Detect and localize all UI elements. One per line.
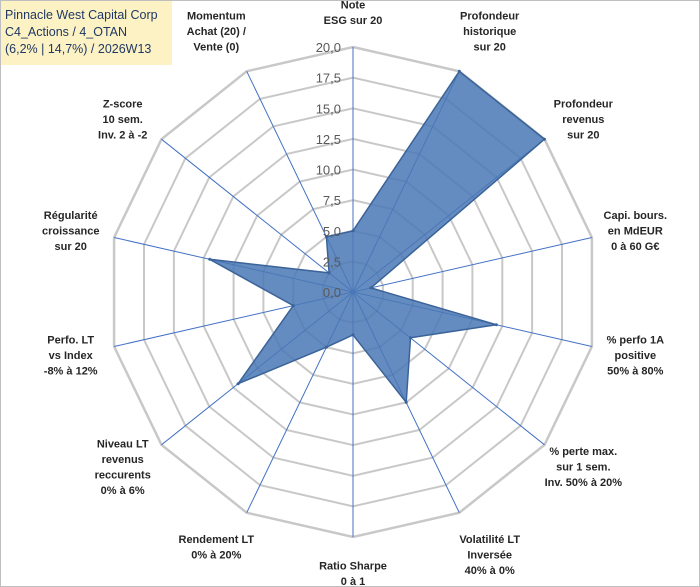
portfolio-label: C4_Actions / 4_OTAN — [5, 25, 128, 39]
category-label-line: Perfo. LT — [47, 334, 94, 346]
tick-label: 15,0 — [316, 101, 341, 116]
category-label-line: ESG sur 20 — [324, 15, 383, 27]
category-label-line: Profondeur — [460, 11, 520, 23]
category-label-line: Niveau LT — [97, 439, 149, 451]
category-label: Niveau LT revenus reccurents 0% à 6% — [95, 439, 151, 498]
performance-period: (6,2% | 14,7%) / 2026W13 — [5, 42, 152, 56]
category-label: Profondeur revenus sur 20 — [554, 98, 614, 141]
category-label: Perfo. LT vs Index -8% à 12% — [44, 334, 98, 377]
category-label: Régularité croissance sur 20 — [42, 210, 99, 253]
category-label-line: % perte max. — [549, 446, 617, 458]
category-label-line: sur 20 — [473, 42, 505, 54]
category-label-line: 0% à 6% — [101, 485, 145, 497]
category-label-line: 50% à 80% — [607, 365, 663, 377]
category-label-line: revenus — [102, 454, 144, 466]
tick-label: 17,5 — [316, 71, 341, 86]
data-point — [324, 345, 328, 349]
category-label-line: Inv. 50% à 20% — [545, 477, 623, 489]
data-point — [369, 286, 373, 290]
data-point — [409, 336, 412, 340]
chart-title-box: Pinnacle West Capital Corp C4_Actions / … — [1, 1, 172, 65]
category-label-line: 0% à 20% — [191, 549, 241, 561]
axis-spoke — [161, 138, 354, 293]
category-label-line: 40% à 0% — [465, 565, 515, 577]
category-label-line: historique — [463, 26, 516, 38]
tick-label: 5,0 — [323, 224, 341, 239]
category-label-line: Rendement LT — [179, 534, 255, 546]
tick-label: 0,0 — [323, 285, 341, 300]
axis-spoke — [352, 237, 593, 293]
category-label-line: Note — [341, 1, 365, 12]
tick-label: 2,5 — [323, 254, 341, 269]
category-label-line: 0 à 60 G€ — [611, 241, 659, 253]
category-label-line: Profondeur — [554, 98, 614, 110]
category-label-line: -8% à 12% — [44, 365, 98, 377]
data-series-area — [209, 70, 546, 405]
category-label-line: revenus — [562, 114, 604, 126]
tick-label: 10,0 — [316, 163, 341, 178]
company-name: Pinnacle West Capital Corp — [5, 8, 158, 22]
category-label-line: Capi. bours. — [604, 210, 668, 222]
data-point — [543, 137, 546, 141]
category-label: Momentum Achat (20) / Vente (0) — [187, 11, 246, 54]
category-label-line: positive — [615, 350, 657, 362]
tick-label: 20,0 — [316, 40, 341, 55]
category-label: Ratio Sharpe 0 à 1 — [319, 561, 387, 587]
tick-label: 7,5 — [323, 193, 341, 208]
category-label-line: Ratio Sharpe — [319, 561, 387, 573]
category-label-line: croissance — [42, 226, 99, 238]
category-label: Volatilité LT Inversée 40% à 0% — [459, 534, 520, 577]
category-label: % perte max. sur 1 sem. Inv. 50% à 20% — [545, 446, 623, 489]
category-label-line: en MdEUR — [608, 226, 663, 238]
category-label-line: % perfo 1A — [607, 334, 665, 346]
data-point — [291, 304, 295, 308]
category-label-line: Z-score — [103, 98, 143, 110]
tick-label: 12,5 — [316, 132, 341, 147]
category-label: Note ESG sur 20 — [324, 1, 383, 27]
data-point — [324, 235, 328, 239]
data-point — [351, 229, 355, 233]
category-label-line: sur 20 — [567, 129, 599, 141]
data-point — [404, 400, 408, 404]
category-label-line: Vente (0) — [193, 42, 239, 54]
category-label: Z-score 10 sem. Inv. 2 à -2 — [98, 98, 147, 141]
category-label: Capi. bours. en MdEUR 0 à 60 G€ — [604, 210, 668, 253]
category-label: Profondeur historique sur 20 — [460, 11, 520, 54]
data-point — [236, 382, 240, 386]
data-point — [457, 69, 461, 73]
category-label: Rendement LT 0% à 20% — [179, 534, 255, 562]
data-point — [494, 323, 498, 327]
category-label-line: 0 à 1 — [341, 576, 365, 586]
category-label-line: Achat (20) / — [187, 26, 246, 38]
category-label-line: sur 20 — [54, 241, 86, 253]
category-label: % perfo 1A positive 50% à 80% — [607, 334, 665, 377]
category-label-line: sur 1 sem. — [556, 462, 610, 474]
category-label-line: 10 sem. — [103, 114, 143, 126]
data-point — [208, 257, 212, 261]
category-label-line: Inv. 2 à -2 — [98, 129, 147, 141]
category-label-line: Momentum — [187, 11, 246, 23]
category-label-line: Inversée — [467, 549, 512, 561]
category-label-line: vs Index — [49, 350, 94, 362]
category-label-line: Volatilité LT — [459, 534, 520, 546]
category-label-line: reccurents — [95, 470, 151, 482]
data-point — [327, 271, 331, 275]
data-point — [351, 333, 355, 337]
category-label-line: Régularité — [44, 210, 98, 222]
